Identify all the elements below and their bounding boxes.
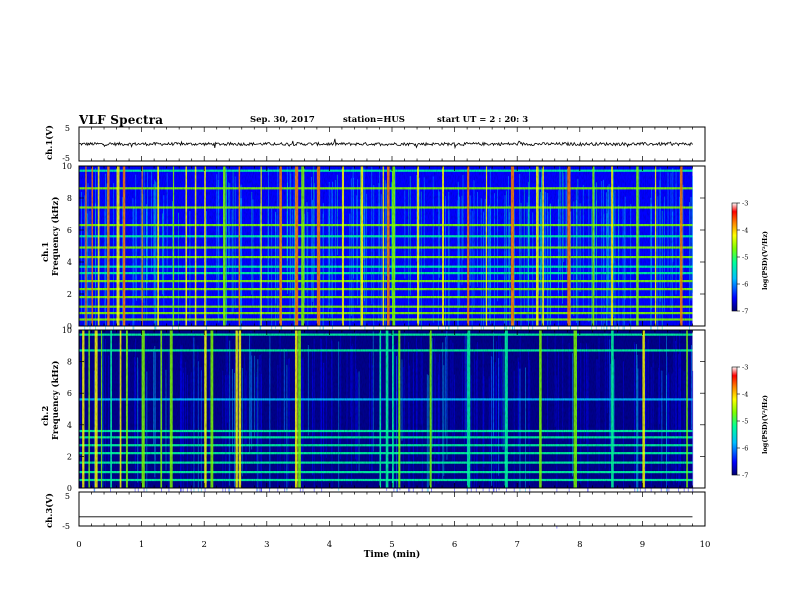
ch1-waveform-ylabel: ch.1(V): [44, 125, 55, 160]
time-tick-label: 9: [640, 540, 645, 550]
ch2-spectrogram: [79, 330, 694, 529]
freq-tick-label: 0: [67, 484, 72, 493]
colorbar-tick-label: -5: [742, 418, 748, 426]
time-axis-label: Time (min): [364, 549, 421, 560]
time-tick-label: 1: [139, 540, 144, 550]
colorbar-tick-label: -7: [742, 472, 748, 480]
ch1-colorbar-ticks: -3 -4 -5 -6 -7: [737, 200, 748, 316]
time-tick-label: 2: [201, 540, 206, 550]
ch2-freq-ylabel: Frequency (kHz): [50, 361, 61, 440]
ch1-spectrogram: [79, 166, 693, 370]
colorbar-tick-label: -5: [742, 254, 748, 262]
time-tick-label: 10: [700, 540, 711, 550]
time-tick-label: 4: [327, 540, 332, 550]
ch1-spectrogram-panel: 0 2 4 6 8 10: [62, 162, 706, 370]
ch1-channel-label: ch.1: [41, 242, 51, 262]
colorbar-tick-label: -7: [742, 308, 748, 316]
ch1-waveform-panel: 5 -5: [62, 124, 706, 163]
ch3-waveform-frame: [78, 491, 706, 527]
ch1-freq-ylabel: Frequency (kHz): [50, 197, 61, 276]
time-tick-label: 3: [264, 540, 269, 550]
colorbar-tick-label: -3: [742, 364, 748, 372]
colorbar-tick-label: -4: [742, 391, 748, 399]
freq-tick-label: 10: [62, 162, 72, 171]
ch3-ytick-bottom: -5: [62, 522, 70, 531]
spectrogram-grain: [79, 166, 693, 326]
freq-tick-label: 6: [67, 226, 72, 235]
ch2-colorbar: -3 -4 -5 -6 -7 log(PSD)(V²/Hz): [731, 364, 769, 480]
header-start-ut: start UT = 2 : 20: 3: [437, 115, 529, 125]
ch2-colorbar-label: log(PSD)(V²/Hz): [761, 395, 769, 454]
freq-tick-label: 2: [67, 452, 72, 461]
ch1-ytick-top: 5: [65, 124, 70, 133]
freq-tick-label: 10: [62, 326, 72, 335]
freq-tick-label: 4: [67, 421, 72, 430]
ch3-x-ticks: [78, 492, 706, 526]
freq-tick-label: 8: [67, 358, 72, 367]
time-tick-label: 7: [514, 540, 519, 550]
time-axis-tick-labels: 0 1 2 3 4 5 6 7 8 9 10: [76, 540, 710, 550]
ch1-ytick-bottom: -5: [62, 154, 70, 163]
colorbar-tick-label: -6: [742, 445, 748, 453]
freq-tick-label: 6: [67, 389, 72, 398]
header-station: station=HUS: [343, 115, 405, 125]
ch1-colorbar-label: log(PSD)(V²/Hz): [761, 231, 769, 290]
freq-tick-label: 0: [67, 322, 72, 331]
ch3-waveform-panel: 5 -5 0 1 2 3 4 5 6 7 8 9 10 Time (min): [62, 491, 710, 560]
ch1-waveform-trace: [78, 138, 693, 150]
colorbar-tick-label: -6: [742, 281, 748, 289]
spectrogram-noise-column: [692, 370, 694, 516]
ch1-freq-ticks: 0 2 4 6 8 10: [62, 162, 705, 331]
figure-title: VLF Spectra: [79, 113, 164, 127]
time-tick-label: 5: [389, 540, 394, 550]
colorbar-tick-label: -3: [742, 200, 748, 208]
freq-tick-label: 8: [67, 194, 72, 203]
ch2-colorbar-ticks: -3 -4 -5 -6 -7: [737, 364, 748, 480]
ch1-spec-x-ticks: [78, 166, 706, 326]
ch1-colorbar: -3 -4 -5 -6 -7 log(PSD)(V²/Hz): [731, 200, 769, 316]
ch3-ytick-top: 5: [65, 492, 70, 501]
spectrogram-noise-column: [692, 175, 693, 293]
ch2-channel-label: ch.2: [41, 406, 51, 426]
header-date: Sep. 30, 2017: [250, 115, 315, 125]
time-tick-label: 8: [577, 540, 582, 550]
time-tick-label: 0: [76, 540, 81, 550]
ch2-spectrogram-panel: 0 2 4 6 8 10: [62, 326, 706, 529]
freq-tick-label: 4: [67, 258, 72, 267]
ch2-spec-x-ticks: [78, 330, 706, 488]
colorbar-tick-label: -4: [742, 227, 748, 235]
spectrogram-grain: [79, 330, 693, 488]
freq-tick-label: 2: [67, 290, 72, 299]
ch3-waveform-ylabel: ch.3(V): [44, 493, 55, 528]
time-tick-label: 6: [452, 540, 457, 550]
ch2-freq-ticks: 0 2 4 6 8 10: [62, 326, 705, 493]
ch1-x-ticks: [78, 127, 706, 161]
ch2-colorbar-gradient: [731, 366, 738, 476]
ch1-colorbar-gradient: [731, 202, 738, 312]
